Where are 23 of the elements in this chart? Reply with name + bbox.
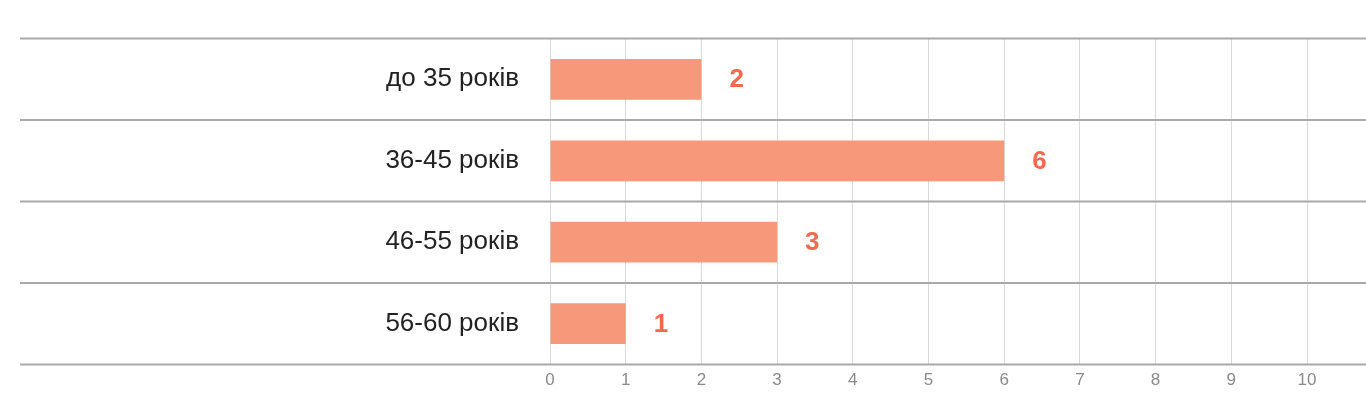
- y-tick-label: 36-45 років: [385, 143, 519, 174]
- bar: [550, 58, 702, 100]
- x-tick-label: 6: [999, 370, 1009, 390]
- data-label: 1: [653, 307, 669, 338]
- x-tick-label: 0: [545, 370, 555, 390]
- data-label: 6: [1032, 144, 1047, 175]
- x-tick-label: 1: [620, 370, 631, 390]
- x-tick-label: 10: [1297, 370, 1317, 390]
- bar: [550, 140, 1005, 182]
- data-label: 2: [729, 63, 744, 94]
- y-tick-label: 46-55 років: [385, 225, 519, 256]
- data-label: 3: [805, 226, 820, 257]
- y-tick-label: 56-60 років: [385, 306, 519, 337]
- bar: [550, 303, 626, 345]
- x-tick-label: 8: [1150, 370, 1161, 390]
- x-tick-label: 9: [1226, 370, 1237, 390]
- x-tick-label: 7: [1075, 370, 1085, 390]
- x-tick-label: 3: [772, 370, 782, 390]
- x-tick-label: 2: [696, 370, 707, 390]
- bar: [550, 221, 778, 263]
- x-tick-label: 4: [848, 370, 858, 390]
- y-tick-label: до 35 років: [386, 62, 519, 93]
- x-tick-label: 5: [923, 370, 934, 390]
